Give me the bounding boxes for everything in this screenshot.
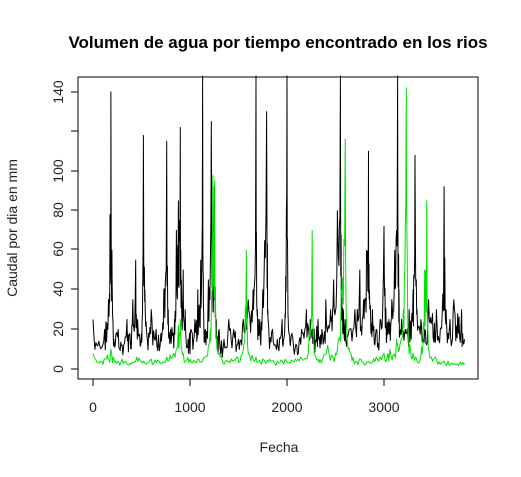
x-tick-label-1000: 1000	[174, 399, 205, 415]
y-tick-label-20: 20	[50, 321, 66, 337]
series-layer	[92, 75, 465, 367]
x-tick-label-2000: 2000	[271, 399, 302, 415]
chart-title: Volumen de agua por tiempo encontrado en…	[68, 33, 487, 52]
x-axis-label: Fecha	[260, 439, 299, 455]
x-tick-label-3000: 3000	[368, 399, 399, 415]
y-tick-label-100: 100	[50, 159, 66, 183]
series-line-green	[92, 87, 465, 367]
y-axis: 0 20 40 60 80 100 140	[50, 80, 79, 373]
y-tick-label-140: 140	[50, 80, 66, 104]
x-axis: 0 1000 2000 3000	[89, 378, 400, 415]
y-tick-label-0: 0	[50, 365, 66, 373]
series-line-black	[92, 75, 465, 358]
y-tick-label-60: 60	[50, 241, 66, 257]
x-tick-label-0: 0	[89, 399, 97, 415]
y-tick-label-80: 80	[50, 202, 66, 218]
y-axis-label: Caudal por dia en mm	[4, 159, 20, 297]
y-tick-label-40: 40	[50, 281, 66, 297]
